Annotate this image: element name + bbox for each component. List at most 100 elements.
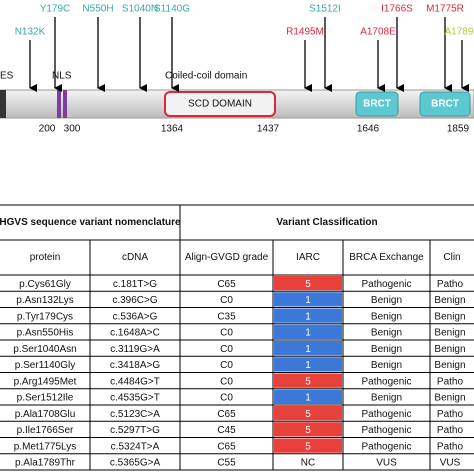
iarc-cell	[274, 276, 342, 291]
group-header: Variant Classification	[276, 217, 377, 228]
table-cell: 1	[305, 328, 311, 339]
es-label: ES	[0, 71, 14, 82]
table-cell: Pathogenic	[361, 376, 411, 387]
table-cell: p.Ala1789Thr	[15, 458, 76, 469]
table-cell: Benign	[371, 311, 402, 322]
column-header: protein	[30, 252, 61, 263]
variant-label: N550H	[82, 4, 113, 15]
table-cell: C45	[217, 425, 236, 436]
variant-label: Y179C	[40, 4, 71, 15]
table-cell: Benign	[371, 295, 402, 306]
table-cell: c.181T>G	[113, 279, 157, 290]
table-cell: p.Tyr179Cys	[17, 311, 73, 322]
table-cell: C0	[220, 393, 233, 404]
table-cell: c.4484G>T	[110, 376, 160, 387]
table-cell: 5	[305, 376, 311, 387]
iarc-cell	[274, 422, 342, 437]
variant-label: A1708E	[360, 27, 396, 38]
brct-label: BRCT	[431, 99, 459, 110]
table-cell: VUS	[376, 458, 397, 469]
table-cell: p.Ser1040Asn	[13, 344, 76, 355]
table-cell: Benign	[371, 344, 402, 355]
table-cell: c.5324T>A	[111, 441, 160, 452]
table-cell: Patho	[437, 376, 464, 387]
variant-label: S1040N	[122, 4, 158, 15]
table-cell: Pathogenic	[361, 441, 411, 452]
column-header: Align-GVGD grade	[185, 252, 269, 263]
table-cell: Benign	[371, 393, 402, 404]
table-cell: Benign	[434, 328, 465, 339]
table-cell: 1	[305, 360, 311, 371]
variant-label: S1140G	[154, 4, 190, 15]
table-cell: Pathogenic	[361, 409, 411, 420]
nls-label: NLS	[52, 71, 72, 82]
table-cell: c.5123C>A	[110, 409, 160, 420]
table-cell: Patho	[437, 409, 464, 420]
table-cell: 1	[305, 295, 311, 306]
table-cell: VUS	[440, 458, 461, 469]
table-cell: c.5297T>G	[110, 425, 160, 436]
iarc-cell	[274, 292, 342, 307]
table-cell: c.3119G>A	[110, 344, 160, 355]
iarc-cell	[274, 324, 342, 339]
table-cell: Benign	[434, 393, 465, 404]
iarc-cell	[274, 389, 342, 404]
table-cell: Benign	[434, 344, 465, 355]
table-cell: Benign	[371, 360, 402, 371]
table-cell: p.Ile1766Ser	[17, 425, 74, 436]
table-cell: C0	[220, 328, 233, 339]
table-cell: c.1648A>C	[110, 328, 160, 339]
table-cell: Benign	[434, 360, 465, 371]
variant-label: I1766S	[381, 4, 413, 15]
table-cell: Benign	[371, 328, 402, 339]
table-cell: 5	[305, 441, 311, 452]
iarc-cell	[274, 406, 342, 421]
table-cell: p.Ser1512Ile	[17, 393, 74, 404]
table-cell: Patho	[437, 425, 464, 436]
position-label: 1364	[161, 124, 184, 135]
table-cell: c.5365G>A	[110, 458, 161, 469]
table-cell: C0	[220, 376, 233, 387]
coiled-coil-label: Coiled-coil domain	[165, 71, 247, 82]
iarc-cell	[274, 373, 342, 388]
table-cell: NC	[301, 458, 315, 469]
iarc-cell	[274, 308, 342, 323]
position-label: 1646	[357, 124, 380, 135]
position-label: 200	[39, 124, 56, 135]
column-header: Clin	[443, 252, 460, 263]
position-label: 300	[64, 124, 81, 135]
column-header: cDNA	[122, 252, 148, 263]
variant-label: R1495M	[286, 27, 324, 38]
position-label: 1859	[447, 124, 470, 135]
nls-box	[63, 90, 67, 118]
variant-label: M1775R	[426, 4, 464, 15]
table-cell: 1	[305, 344, 311, 355]
table-cell: p.Ser1140Gly	[15, 360, 75, 371]
table-cell: 5	[305, 425, 311, 436]
table-cell: 1	[305, 393, 311, 404]
bar-cap	[0, 90, 6, 118]
table-cell: Pathogenic	[361, 425, 411, 436]
table-cell: c.396C>G	[112, 295, 158, 306]
table-cell: p.Asn550His	[17, 328, 74, 339]
table-cell: C65	[217, 409, 236, 420]
iarc-cell	[274, 438, 342, 453]
table-cell: Pathogenic	[361, 279, 411, 290]
table-cell: c.536A>G	[113, 311, 158, 322]
column-header: IARC	[296, 252, 320, 263]
table-cell: 1	[305, 311, 311, 322]
group-header: HGVS sequence variant nomenclature	[0, 217, 181, 228]
table-cell: C55	[217, 458, 236, 469]
table-cell: p.Ala1708Glu	[15, 409, 76, 420]
table-cell: C65	[217, 279, 236, 290]
table-cell: 5	[305, 279, 311, 290]
scd-label: SCD DOMAIN	[188, 99, 252, 110]
brct-box	[355, 91, 399, 117]
column-header: BRCA Exchange	[349, 252, 424, 263]
table-cell: Benign	[434, 295, 465, 306]
table-cell: Patho	[437, 441, 464, 452]
iarc-cell	[274, 357, 342, 372]
table-cell: p.Cys61Gly	[19, 279, 71, 290]
table-cell: C65	[217, 441, 236, 452]
